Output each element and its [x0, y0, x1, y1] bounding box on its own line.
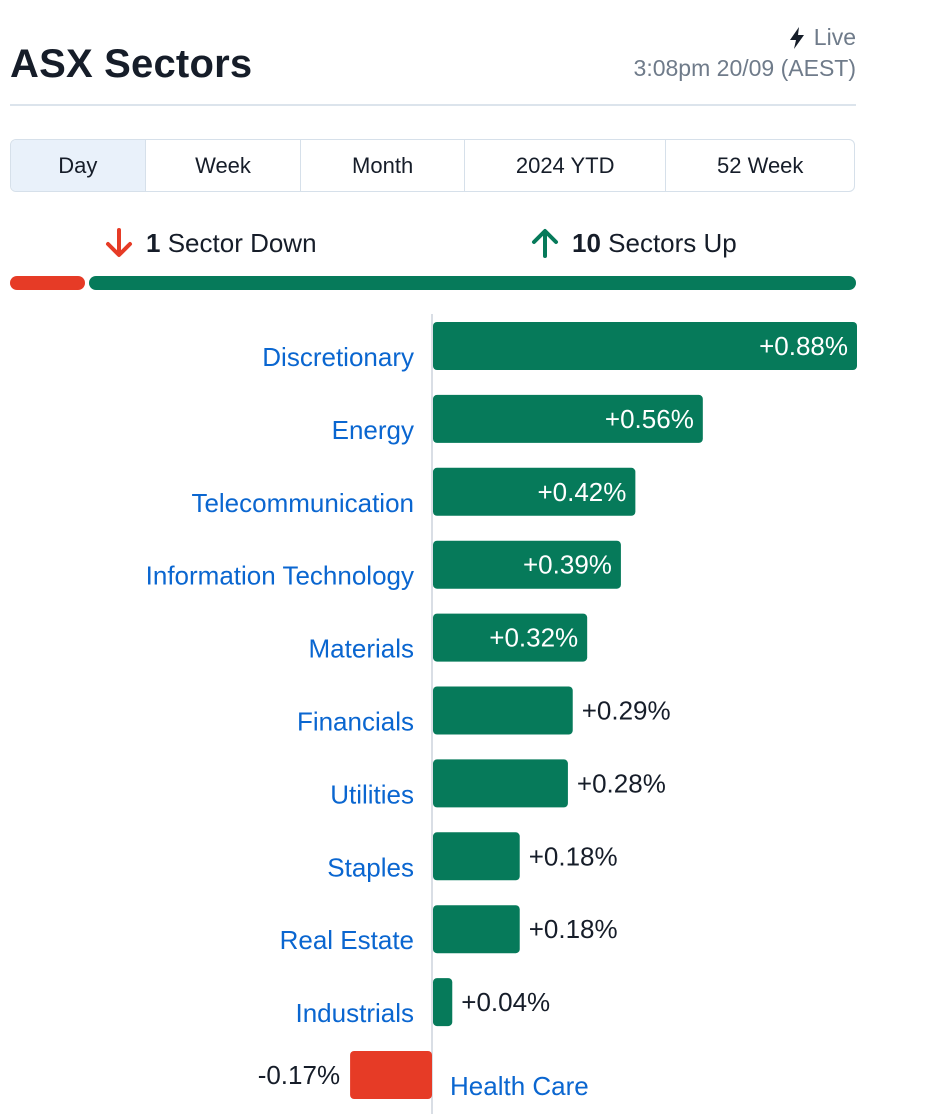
value-label-industrials: +0.04% [461, 987, 550, 1017]
timestamp: 3:08pm 20/09 (AEST) [633, 55, 856, 81]
sectors-up-text: Sectors Up [608, 227, 737, 258]
live-indicator: Live [788, 24, 856, 51]
sector-label-health-care[interactable]: Health Care [450, 1071, 589, 1101]
sector-label-materials[interactable]: Materials [309, 634, 414, 664]
sectors-up-count: 10 [572, 227, 601, 258]
sector-label-real-estate[interactable]: Real Estate [280, 925, 414, 955]
sector-label-staples[interactable]: Staples [327, 852, 414, 882]
sector-label-energy[interactable]: Energy [332, 415, 414, 445]
value-label-real-estate: +0.18% [529, 914, 618, 944]
value-label-utilities: +0.28% [577, 768, 666, 798]
sector-label-telecommunication[interactable]: Telecommunication [191, 488, 414, 518]
value-label-materials: +0.32% [489, 623, 578, 653]
sector-label-information-technology[interactable]: Information Technology [146, 561, 414, 591]
page-title: ASX Sectors [10, 42, 253, 86]
tab-month[interactable]: Month [301, 140, 465, 191]
value-label-telecommunication: +0.42% [537, 477, 626, 507]
sectors-down-summary: 1 Sector Down [102, 226, 317, 260]
bar-real-estate [433, 905, 520, 954]
sectors-down-text: Sector Down [167, 227, 317, 258]
value-label-financials: +0.29% [582, 696, 671, 726]
breadth-bar-up [89, 276, 856, 290]
header-divider [10, 104, 856, 106]
value-label-discretionary: +0.88% [759, 331, 848, 361]
arrow-down-icon [106, 228, 132, 257]
tab-day[interactable]: Day [11, 140, 146, 191]
bar-information-technology [433, 540, 621, 589]
sectors-down-count: 1 [146, 227, 161, 258]
breadth-bar-down [10, 276, 85, 290]
breadth-summary: 1 Sector Down 10 Sectors Up [0, 220, 946, 270]
bar-financials [433, 686, 573, 735]
live-label: Live [813, 24, 856, 50]
sector-label-financials[interactable]: Financials [297, 707, 414, 737]
tab-week[interactable]: Week [146, 140, 302, 191]
value-label-staples: +0.18% [529, 841, 618, 871]
tab-2024-ytd[interactable]: 2024 YTD [465, 140, 667, 191]
sector-label-industrials[interactable]: Industrials [296, 998, 415, 1028]
value-label-information-technology: +0.39% [523, 550, 612, 580]
arrow-up-icon [532, 229, 558, 258]
bar-telecommunication [433, 467, 636, 516]
bar-staples [433, 832, 520, 881]
value-label-health-care: -0.17% [258, 1060, 340, 1090]
breadth-bar [10, 276, 856, 290]
sectors-up-summary: 10 Sectors Up [528, 226, 737, 260]
sector-label-utilities[interactable]: Utilities [330, 779, 414, 809]
lightning-icon [789, 26, 804, 49]
bar-materials [433, 613, 588, 662]
value-label-energy: +0.56% [605, 404, 694, 434]
bar-industrials [433, 978, 453, 1027]
sector-bar-chart: Discretionary +0.88% Energy +0.56% Telecommu… [146, 314, 857, 1114]
bar-energy [433, 394, 703, 443]
bar-discretionary [433, 322, 857, 370]
bar-health-care [350, 1051, 432, 1099]
tab-52-week[interactable]: 52 Week [717, 152, 804, 178]
bar-utilities [433, 759, 568, 808]
period-tabs: Day Week Month 2024 YTD 52 Week [10, 139, 855, 192]
sector-label-discretionary[interactable]: Discretionary [262, 342, 414, 372]
